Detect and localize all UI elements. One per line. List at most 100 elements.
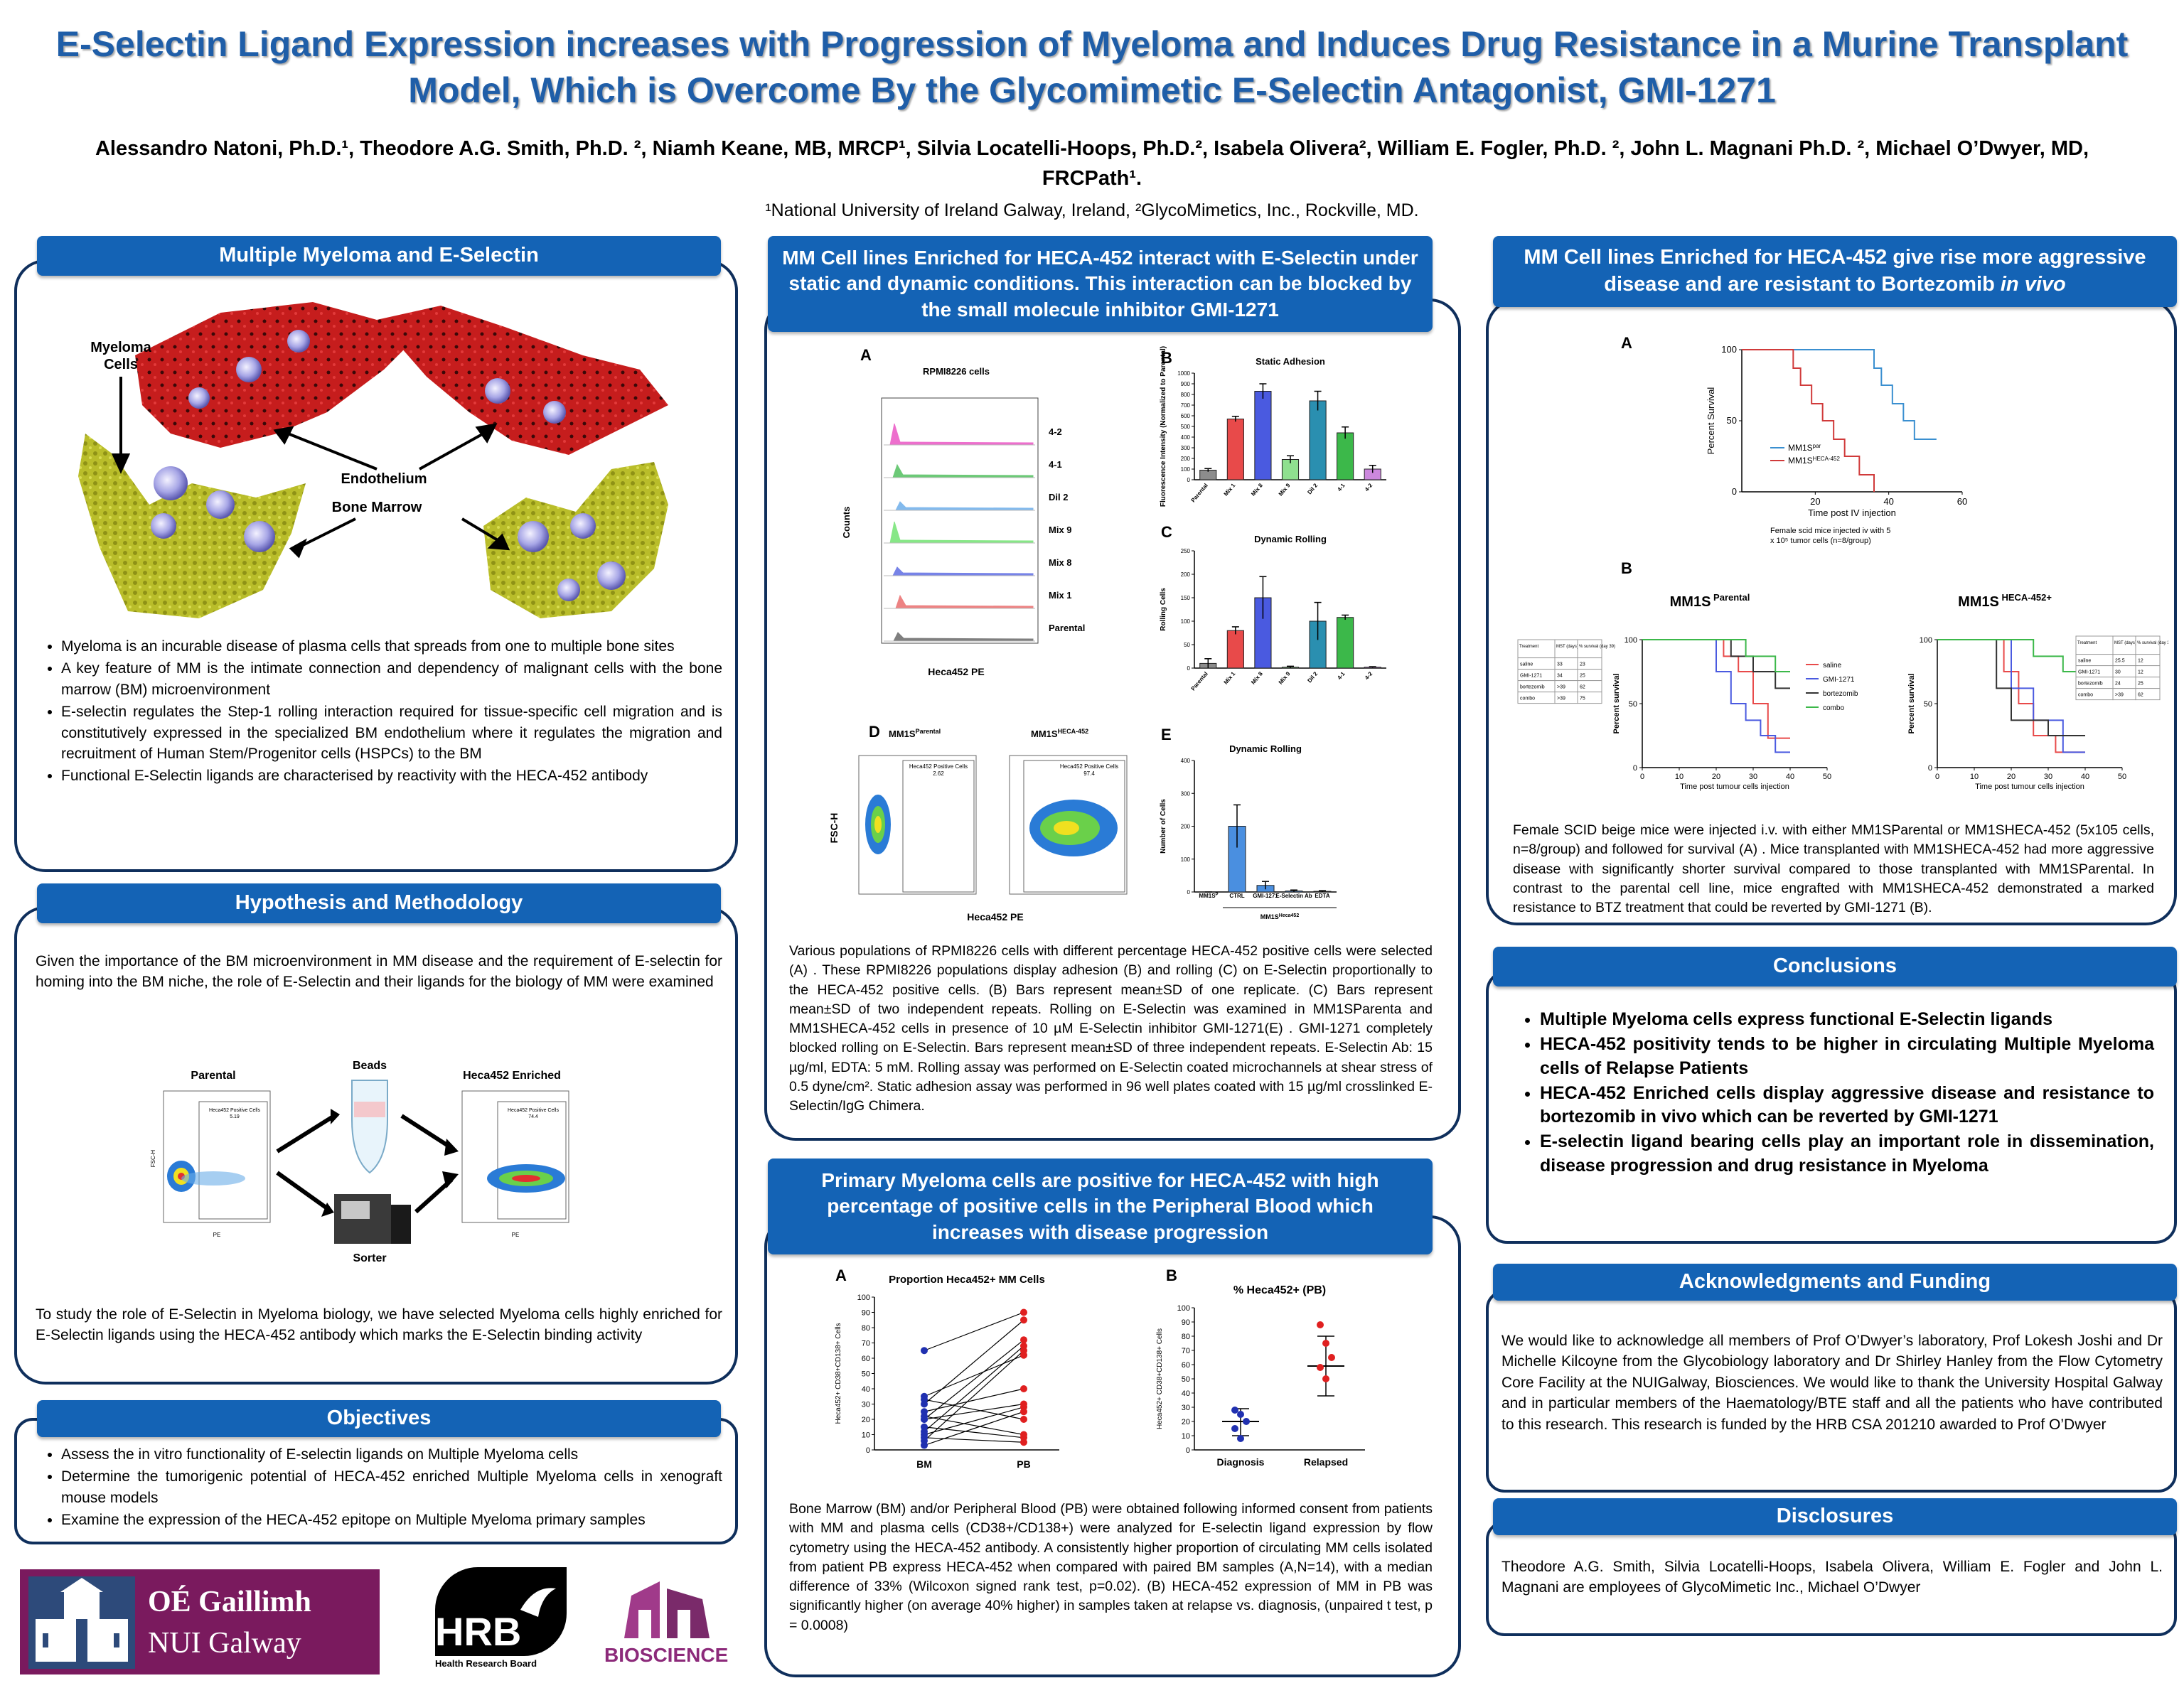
table-cell: GMI-1271	[1520, 674, 1542, 679]
table-cell: saline	[2078, 659, 2091, 664]
hypothesis-text-1: Given the importance of the BM microenvi…	[36, 953, 722, 991]
in-vivo-heading: MM Cell lines Enriched for HECA-452 give…	[1493, 236, 2177, 307]
conclusion-bullet-3: HECA-452 Enriched cells display aggressi…	[1540, 1082, 2154, 1129]
y-tick: 700	[1181, 402, 1191, 409]
disclosures-text: Theodore A.G. Smith, Silvia Locatelli-Ho…	[1502, 1559, 2163, 1596]
chart-letter: B	[1621, 559, 1632, 577]
table-cell: >39	[1557, 685, 1565, 690]
pair-line	[924, 1399, 1024, 1420]
chart-static-adhesion: B Static Adhesion Fluorescence Intensity (…	[1160, 346, 1386, 507]
gate-label-d-left: Heca452 Positive Cells	[909, 763, 968, 770]
diagnosis-point	[1243, 1418, 1250, 1425]
intro-bullets: Myeloma is an incurable disease of plasm…	[36, 636, 722, 787]
y-tick: 80	[862, 1324, 870, 1333]
chart-ylabel: Percent Survival	[1706, 387, 1716, 455]
y-axis-left: FSC-H	[150, 1150, 156, 1168]
pair-line	[924, 1355, 1024, 1397]
table-cell: 34	[1557, 674, 1563, 679]
legend-entry: GMI-1271	[1823, 676, 1855, 684]
label-parental: Parental	[191, 1070, 235, 1082]
in-vivo-italic: in vivo	[2000, 273, 2066, 296]
panel-d-xlabel: Heca452 PE	[967, 911, 1023, 923]
beads-tube-icon	[351, 1080, 388, 1174]
affiliations: ¹National University of Ireland Galway, …	[765, 200, 1419, 221]
chart-dynamic-rolling-e: E Dynamic Rolling Number of Cells 0 100 200 30…	[1160, 726, 1337, 920]
acknowledgments-heading: Acknowledgments and Funding	[1493, 1264, 2177, 1301]
y-tick: 200	[1181, 824, 1191, 830]
survival-gmi-1271	[1937, 639, 2085, 753]
pair-line	[924, 1319, 1024, 1404]
table-cell: 75	[1580, 697, 1585, 701]
university-building-icon	[28, 1576, 135, 1669]
hrb-logo-text: HRB	[435, 1609, 522, 1654]
sorting-arrows	[276, 1114, 454, 1214]
relapsed-point	[1317, 1364, 1324, 1371]
survival-combo	[1642, 639, 1790, 672]
survival-gmi-1271	[1642, 639, 1790, 753]
chart-diagnosis-vs-relapsed: B % Heca452+ (PB) Heca452+ CD38+CD138+ Cel…	[1156, 1267, 1365, 1468]
panel-a-ylabel: Counts	[842, 507, 852, 539]
x-tick: 20	[2007, 773, 2016, 781]
y-tick: 100	[1181, 618, 1191, 625]
y-tick: 0	[1732, 486, 1737, 497]
objective-bullet-1: Assess the in vitro functionality of E-s…	[61, 1444, 722, 1465]
relapsed-point	[1317, 1321, 1324, 1328]
primary-caption: Bone Marrow (BM) and/or Peripheral Blood…	[789, 1501, 1433, 1633]
y-tick: 50	[1182, 1375, 1190, 1384]
x-tick: 40	[2081, 773, 2089, 781]
relapsed-point	[1322, 1340, 1329, 1347]
x-axis-right: PE	[512, 1232, 520, 1238]
bar-4-1	[1337, 617, 1354, 669]
bioscience-building-icon	[624, 1581, 710, 1638]
y-tick: 50	[1629, 700, 1637, 709]
x-tick: EDTA	[1315, 893, 1329, 899]
gate-value-d-right: 97.4	[1083, 770, 1095, 777]
panel-d-letter: D	[869, 723, 880, 741]
bird-icon	[520, 1588, 556, 1617]
diagnosis-point	[1231, 1425, 1238, 1432]
sorter-machine-icon	[334, 1194, 411, 1244]
intro-bullet-2: A key feature of MM is the intimate conn…	[61, 658, 722, 700]
primary-panel	[764, 1215, 1461, 1677]
intro-heading: Multiple Myeloma and E-Selectin	[37, 236, 721, 276]
x-tick: 30	[1749, 773, 1757, 781]
y-tick: 50	[1924, 700, 1932, 709]
point-bm	[921, 1400, 928, 1408]
in-vivo-caption: Female SCID beige mice were injected i.v…	[1513, 822, 2154, 916]
table-cell: 24	[2115, 682, 2121, 687]
chart-ylabel: Rolling Cells	[1160, 588, 1167, 631]
panel-a-xlabel: Heca452 PE	[928, 666, 984, 677]
myeloma-cells	[151, 330, 626, 601]
survival-bortezomib	[1642, 639, 1790, 689]
survival-saline	[1937, 639, 2085, 753]
y-tick: 30	[862, 1401, 870, 1409]
point-pb	[1020, 1351, 1027, 1359]
table-cell: 25.5	[2115, 659, 2125, 664]
label-enriched: Heca452 Enriched	[463, 1070, 561, 1082]
survival-panel-title: MM1S Parental	[1670, 592, 1750, 610]
x-tick: Mix 9	[1278, 482, 1292, 498]
x-tick: E-Selectin Ab	[1275, 893, 1312, 899]
diagnosis-point	[1237, 1435, 1244, 1442]
y-tick: 100	[1920, 636, 1932, 645]
label-beads: Beads	[353, 1060, 387, 1072]
point-bm	[921, 1347, 928, 1355]
y-tick: 20	[1182, 1418, 1190, 1426]
objective-bullet-2: Determine the tumorigenic potential of H…	[61, 1466, 722, 1508]
dotplot-mm1s-parental: Heca452 Positive Cells 2.62	[858, 755, 977, 895]
intro-bullet-1: Myeloma is an incurable disease of plasm…	[61, 636, 722, 657]
table-cell: 62	[1580, 685, 1585, 690]
survival-mm1s	[1742, 349, 1875, 492]
table-cell: 12	[2138, 670, 2143, 675]
chart-dynamic-rolling-c: C Dynamic Rolling Rolling Cells 0 50 100 150 20…	[1160, 523, 1386, 692]
y-tick: 300	[1181, 445, 1191, 451]
y-tick: 60	[862, 1355, 870, 1363]
histogram-label: Mix 8	[1049, 557, 1072, 568]
y-tick: 70	[1182, 1347, 1190, 1355]
y-tick: 50	[862, 1370, 870, 1379]
dotplot-panel-d: D MM1SParental MM1SHECA-452 FSC-H Heca45…	[828, 723, 1128, 923]
table-cell: combo	[2078, 693, 2093, 698]
endothelium-right	[377, 306, 668, 455]
pair-line	[924, 1437, 1024, 1443]
objectives-panel	[14, 1418, 738, 1544]
